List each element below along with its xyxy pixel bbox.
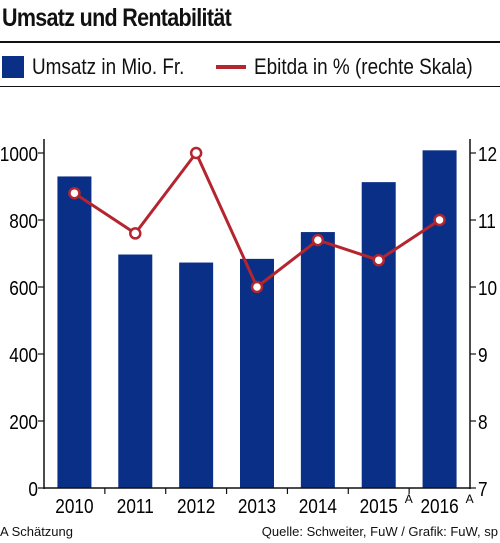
- bar-2014: [300, 232, 335, 488]
- legend-bar-swatch: [2, 56, 24, 78]
- legend-line-label: Ebitda in % (rechte Skala): [254, 54, 473, 79]
- legend-bar-label: Umsatz in Mio. Fr.: [32, 54, 185, 79]
- left-tick-label: 400: [9, 344, 38, 367]
- right-tick-label: 12: [478, 143, 497, 166]
- bar-2010: [57, 176, 92, 488]
- footnote: A Schätzung: [0, 524, 73, 539]
- left-tick-label: 800: [9, 210, 38, 233]
- right-tick-label: 7: [478, 478, 488, 501]
- ebitda-point-2014: [311, 233, 325, 247]
- bar-2011: [118, 254, 153, 488]
- x-tick-label-2013: 2013: [238, 495, 276, 518]
- left-tick-label: 1000: [0, 143, 38, 166]
- left-tick-label: 0: [28, 478, 38, 501]
- x-tick-label-2014: 2014: [299, 495, 337, 518]
- x-axis: 2010 2011 2012 2013 2014 2015 A 2016 A: [44, 487, 474, 518]
- x-tick-label-2015: 2015: [360, 495, 398, 518]
- chart-title: Umsatz und Rentabilität: [2, 4, 232, 32]
- x-tick-superscript: A: [405, 492, 413, 506]
- x-tick-label-2010: 2010: [55, 495, 93, 518]
- source-credit: Quelle: Schweiter, FuW / Grafik: FuW, sp: [261, 524, 498, 539]
- legend-item-ebitda: Ebitda in % (rechte Skala): [216, 54, 500, 80]
- line-series: [68, 146, 446, 294]
- left-axis: 0 200 400 600 800 1000: [0, 139, 45, 501]
- bar-series: [57, 150, 457, 488]
- ebitda-point-2012: [189, 146, 203, 160]
- right-tick-label: 9: [478, 344, 488, 367]
- ebitda-point-2010: [68, 186, 81, 200]
- x-tick-label-2016: 2016: [420, 495, 458, 518]
- title-rule: [0, 41, 500, 43]
- right-tick-label: 10: [478, 277, 497, 300]
- x-tick-label-2012: 2012: [177, 495, 215, 518]
- right-tick-label: 8: [478, 411, 488, 434]
- legend: Umsatz in Mio. Fr. Ebitda in % (rechte S…: [0, 50, 500, 84]
- left-tick-label: 200: [9, 411, 38, 434]
- right-tick-label: 11: [478, 210, 496, 233]
- ebitda-point-2016: [433, 213, 446, 227]
- x-tick-superscript: A: [466, 492, 474, 506]
- bar-2015: [361, 182, 396, 488]
- x-tick-label-2011: 2011: [117, 495, 154, 518]
- left-tick-label: 600: [9, 277, 38, 300]
- ebitda-point-2013: [250, 280, 264, 294]
- legend-rule: [0, 86, 500, 87]
- ebitda-point-2015: [372, 253, 385, 267]
- legend-line-swatch: [216, 65, 246, 69]
- bar-2012: [179, 262, 214, 488]
- ebitda-point-2011: [129, 227, 142, 240]
- legend-item-umsatz: Umsatz in Mio. Fr.: [2, 54, 209, 80]
- right-axis: 7 8 9 10 11 12: [469, 139, 497, 501]
- bar-2016: [422, 150, 457, 488]
- bar-2013: [240, 258, 274, 488]
